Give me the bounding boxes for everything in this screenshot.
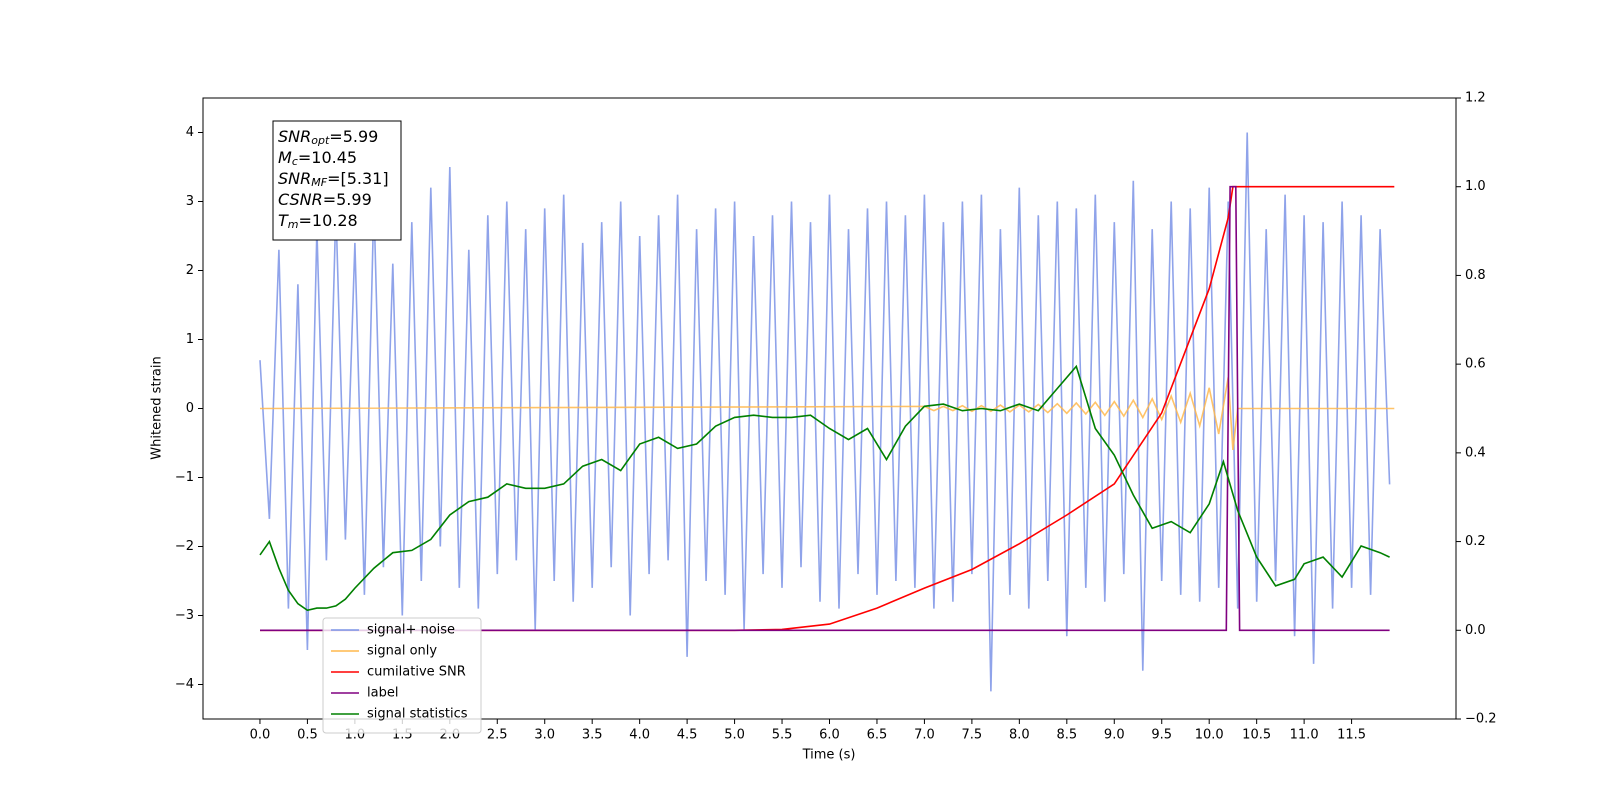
x-tick-label: 10.5 [1242,728,1271,743]
x-tick-label: 11.5 [1337,728,1366,743]
series-line [259,364,1390,612]
legend-label: cumilative SNR [367,665,466,680]
y2-tick-label: 0.8 [1465,268,1486,283]
annotation-sub: m [288,218,299,231]
y-tick-label: 1 [186,332,194,347]
x-tick-label: 2.5 [487,728,508,743]
y2-tick-label: −0.2 [1465,712,1497,727]
x-tick-label: 11.0 [1290,728,1319,743]
y2-tick-label: 0.0 [1465,623,1486,638]
annotation-box [272,120,402,241]
y-tick-label: 2 [186,263,194,278]
plot-area [259,132,1395,692]
y-tick-label: 4 [186,125,194,140]
y-tick-label: 3 [186,194,194,209]
annotation-rest: =10.28 [299,211,358,230]
x-tick-label: 9.0 [1104,728,1125,743]
annotation-main: T [278,211,289,230]
y2-tick-label: 1.0 [1465,179,1486,194]
x-tick-label: 3.0 [534,728,555,743]
x-tick-label: 6.0 [819,728,840,743]
x-tick-label: 4.0 [629,728,650,743]
series-line [260,185,1390,632]
legend-label: signal+ noise [367,623,455,638]
annotation-sub: opt [311,134,330,147]
x-tick-label: 5.0 [724,728,745,743]
x-tick-label: 9.5 [1151,728,1172,743]
x-tick-label: 3.5 [582,728,603,743]
annotation-line: SNRMF=[5.31] [278,169,389,190]
y2-tick-label: 0.6 [1465,357,1486,372]
y-tick-label: −3 [175,608,194,623]
legend-label: signal statistics [367,707,468,722]
annotation-main: SNR [278,169,311,188]
legend-label: signal only [367,644,437,659]
annotation-line: Tm=10.28 [278,211,358,232]
annotation-line: CSNR=5.99 [278,190,372,209]
x-tick-label: 7.5 [962,728,983,743]
x-tick-label: 6.5 [867,728,888,743]
annotation-rest: =5.99 [323,190,372,209]
x-tick-label: 5.5 [772,728,793,743]
x-tick-label: 8.0 [1009,728,1030,743]
series-line [259,132,1391,692]
x-tick-label: 10.0 [1195,728,1224,743]
annotation-main: CSNR [278,190,323,209]
annotation-line: Mc=10.45 [278,148,357,169]
legend: signal+ noise signal only cumilative SNR la… [322,617,482,734]
y-tick-label: 0 [186,401,194,416]
x-tick-label: 0.0 [250,728,271,743]
annotation-sub: c [292,155,298,168]
y-tick-label: −4 [175,677,194,692]
x-axis-label: Time (s) [802,748,856,763]
y-axis-label: Whitened strain [150,356,165,459]
annotation-rest: =5.99 [329,127,378,146]
legend-box [322,617,482,734]
annotation-rest: =10.45 [298,148,357,167]
y2-tick-label: 0.2 [1465,534,1486,549]
series-line [259,377,1395,450]
annotation-sub: MF [311,176,327,189]
x-tick-label: 8.5 [1056,728,1077,743]
x-tick-label: 7.0 [914,728,935,743]
x-tick-label: 0.5 [297,728,318,743]
series-line [260,185,1395,632]
y-tick-label: −1 [175,470,194,485]
y2-tick-label: 0.4 [1465,445,1486,460]
legend-label: label [367,686,398,701]
annotation-line: SNRopt=5.99 [278,127,378,148]
y-tick-label: −2 [175,539,194,554]
annotation-rest: =[5.31] [327,169,389,188]
annotation-main: M [278,148,292,167]
y2-tick-label: 1.2 [1465,91,1486,106]
annotation: SNRopt=5.99Mc=10.45SNRMF=[5.31]CSNR=5.99… [272,120,402,241]
annotation-main: SNR [278,127,311,146]
x-tick-label: 4.5 [677,728,698,743]
